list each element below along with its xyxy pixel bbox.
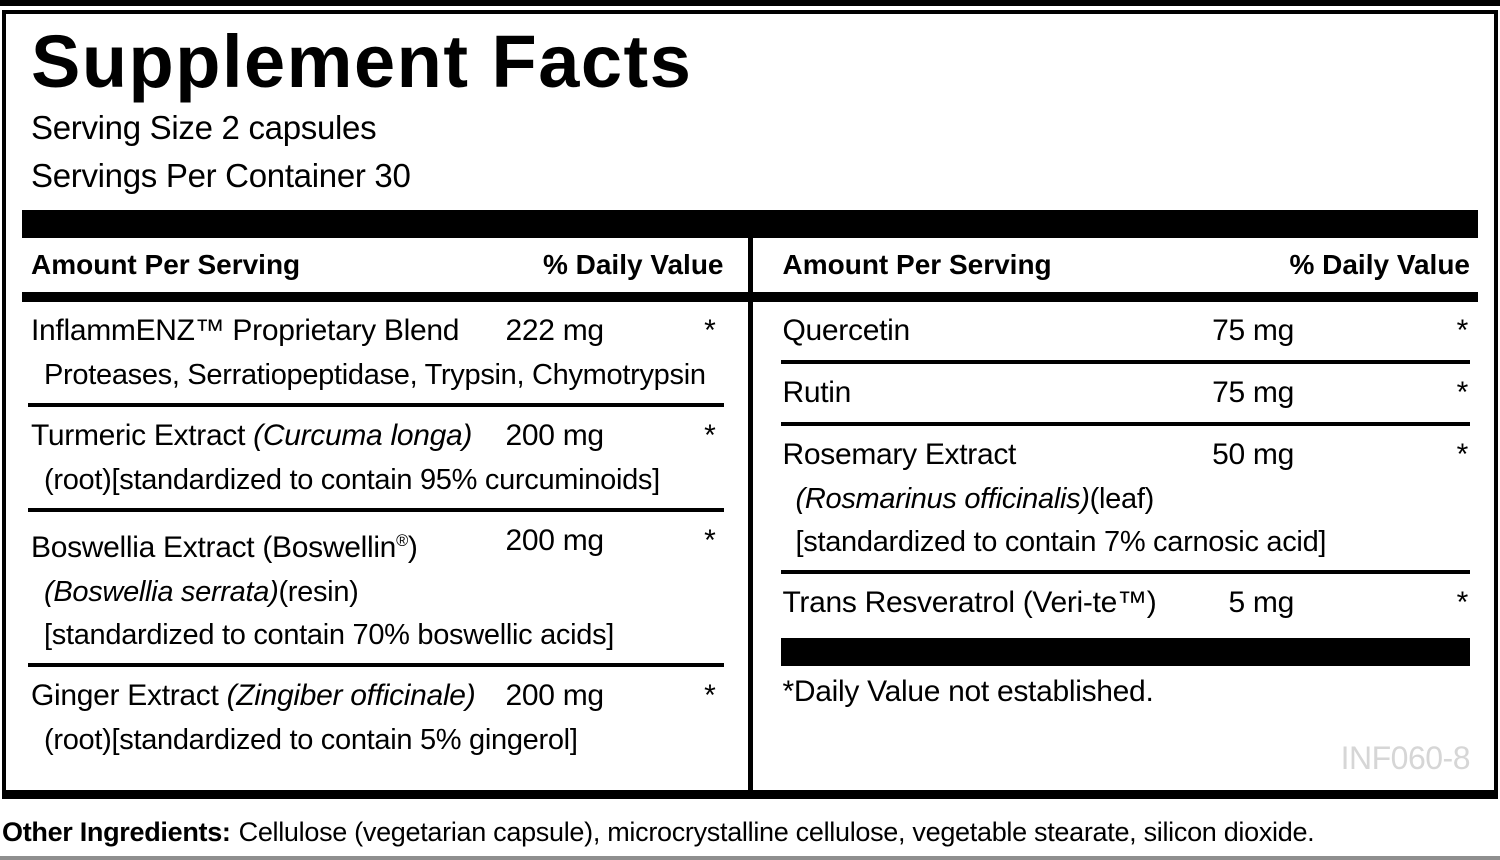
header-underline-bar [22, 292, 748, 302]
ingredient-amount: 75 mg [1212, 314, 1294, 347]
ingredient-subtext: (root)[standardized to contain 95% curcu… [44, 464, 660, 496]
ingredient-subtext: Proteases, Serratiopeptidase, Trypsin, C… [44, 359, 706, 391]
ingredient-name: Trans Resveratrol (Veri-te™) [782, 586, 1157, 619]
supplement-facts-title: Supplement Facts [31, 20, 693, 103]
top-black-strip [0, 0, 1500, 6]
right-column-header: Amount Per Serving % Daily Value [753, 238, 1479, 292]
other-ingredients-text: Cellulose (vegetarian capsule), microcry… [238, 817, 1315, 847]
ingredient-name: Quercetin [782, 314, 911, 347]
product-code: INF060-8 [1340, 740, 1471, 776]
daily-value-footnote: *Daily Value not established. [782, 675, 1154, 708]
ingredient-amount: 222 mg [505, 314, 605, 347]
row-separator [780, 360, 1470, 364]
ingredient-amount: 75 mg [1212, 376, 1294, 409]
footnote-divider-bar [780, 638, 1470, 666]
row-separator [28, 403, 724, 407]
serving-size: Serving Size 2 capsules [31, 109, 377, 146]
row-separator [28, 508, 724, 512]
header-underline-bar [752, 292, 1478, 302]
ingredient-name: Rutin [782, 376, 852, 409]
ingredient-daily-value: * [704, 419, 716, 452]
ingredient-amount: 200 mg [505, 524, 605, 557]
ingredient-row-rutin: Rutin 75 mg * [753, 364, 1479, 422]
row-separator [28, 663, 724, 667]
ingredient-amount: 200 mg [505, 419, 605, 452]
ingredient-name: Boswellia Extract (Boswellin®) [31, 531, 418, 564]
ingredient-name: InflammENZ™ Proprietary Blend [31, 314, 460, 347]
ingredient-daily-value: * [1456, 376, 1469, 409]
other-ingredients-label: Other Ingredients: [2, 817, 231, 847]
ingredient-row-ginger: Ginger Extract (Zingiber officinale) 200… [22, 667, 748, 768]
ingredient-name: Ginger Extract (Zingiber officinale) [31, 679, 476, 712]
ingredient-row-rosemary: Rosemary Extract 50 mg * (Rosmarinus off… [753, 426, 1479, 570]
ingredient-amount: 50 mg [1212, 438, 1294, 471]
supplement-facts-panel: Supplement Facts Serving Size 2 capsules… [2, 10, 1498, 799]
row-separator [780, 422, 1470, 426]
ingredient-amount: 5 mg [1228, 586, 1295, 619]
row-separator [780, 570, 1470, 574]
ingredient-daily-value: * [704, 314, 716, 347]
ingredient-daily-value: * [1456, 438, 1469, 471]
ingredient-subtext: [standardized to contain 7% carnosic aci… [795, 526, 1327, 558]
left-column: Amount Per Serving % Daily Value Inflamm… [22, 238, 748, 790]
ingredient-subtext: [standardized to contain 70% boswellic a… [44, 619, 615, 651]
other-ingredients: Other Ingredients: Cellulose (vegetarian … [2, 812, 1500, 852]
left-column-header: Amount Per Serving % Daily Value [22, 238, 748, 292]
ingredient-daily-value: * [1456, 314, 1469, 347]
ingredient-row-trans-resveratrol: Trans Resveratrol (Veri-te™) 5 mg * [753, 574, 1479, 632]
ingredient-row-boswellia: Boswellia Extract (Boswellin®) 200 mg * … [22, 512, 748, 663]
ingredient-row-turmeric: Turmeric Extract (Curcuma longa) 200 mg … [22, 407, 748, 508]
amount-per-serving-header: Amount Per Serving [782, 249, 1052, 280]
ingredient-columns: Amount Per Serving % Daily Value Inflamm… [22, 238, 1478, 790]
ingredient-amount: 200 mg [505, 679, 605, 712]
column-divider [747, 238, 753, 790]
ingredient-daily-value: * [1456, 586, 1469, 619]
ingredient-subtext: (Boswellia serrata)(resin) [44, 576, 359, 608]
ingredient-row-inflammenz: InflammENZ™ Proprietary Blend 222 mg * P… [22, 302, 748, 403]
ingredient-daily-value: * [704, 524, 716, 557]
bottom-gray-strip [0, 856, 1500, 860]
ingredient-row-quercetin: Quercetin 75 mg * [753, 302, 1479, 360]
ingredient-name: Turmeric Extract (Curcuma longa) [31, 419, 473, 452]
ingredient-subtext: (Rosmarinus officinalis)(leaf) [795, 483, 1155, 515]
right-column: Amount Per Serving % Daily Value Quercet… [752, 238, 1479, 790]
ingredient-subtext: (root)[standardized to contain 5% ginger… [44, 724, 578, 756]
header-divider-bar [22, 210, 1478, 238]
servings-per-container: Servings Per Container 30 [31, 157, 411, 194]
daily-value-header: % Daily Value [1289, 249, 1470, 280]
daily-value-header: % Daily Value [542, 249, 724, 280]
amount-per-serving-header: Amount Per Serving [31, 249, 301, 280]
ingredient-name: Rosemary Extract [782, 438, 1017, 471]
ingredient-daily-value: * [704, 679, 716, 712]
